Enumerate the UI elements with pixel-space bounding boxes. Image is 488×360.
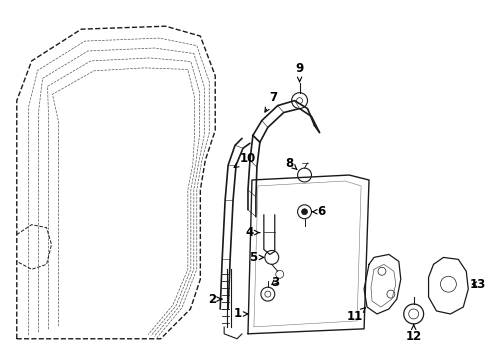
Text: 2: 2 (208, 293, 222, 306)
Circle shape (301, 209, 307, 215)
Text: 9: 9 (295, 62, 303, 82)
Text: 1: 1 (234, 307, 247, 320)
Text: 5: 5 (248, 251, 263, 264)
Text: 8: 8 (285, 157, 296, 170)
Text: 11: 11 (346, 307, 365, 323)
Text: 3: 3 (270, 276, 278, 289)
Text: 7: 7 (264, 91, 277, 112)
Text: 4: 4 (245, 226, 259, 239)
Text: 10: 10 (234, 152, 256, 167)
Text: 13: 13 (469, 278, 485, 291)
Text: 12: 12 (405, 325, 421, 343)
Text: 6: 6 (311, 205, 325, 218)
